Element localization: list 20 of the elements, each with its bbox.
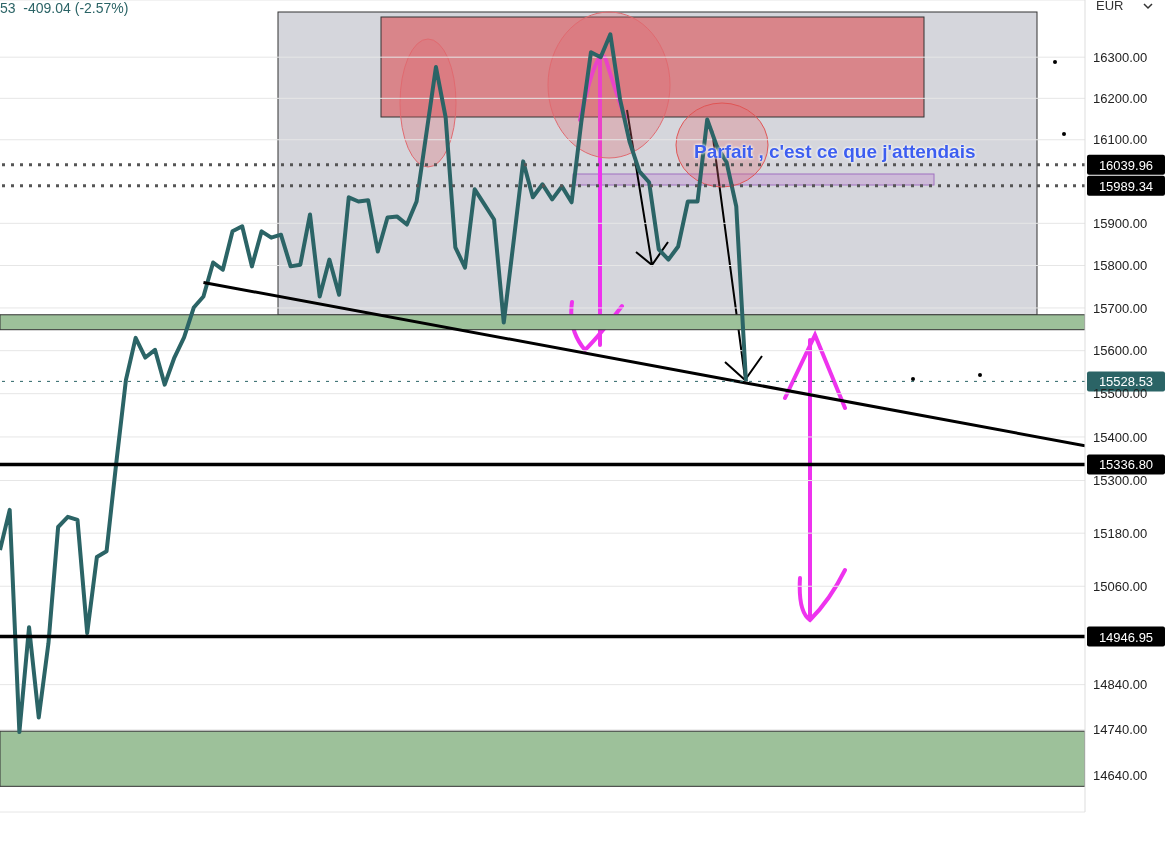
y-tick-label: 15180.00: [1093, 525, 1148, 541]
y-tick-label: 16100.00: [1093, 132, 1148, 148]
y-tick-label: 15900.00: [1093, 215, 1148, 231]
annotation: 53 -409.04 (-2.57%): [0, 0, 129, 16]
text: EUR: [1096, 0, 1124, 13]
y-tick-label: 16200.00: [1093, 90, 1148, 106]
y-tick-label: 15700.00: [1093, 300, 1148, 316]
y-tick-label: 15060.00: [1093, 578, 1148, 594]
ref-line-label: 14946.95: [1098, 629, 1154, 645]
ref-line-label: 16039.96: [1098, 157, 1154, 173]
ref-line-label: 15336.80: [1098, 457, 1154, 473]
y-tick-label: 15600.00: [1093, 343, 1148, 359]
y-tick-label: 14740.00: [1093, 722, 1148, 738]
y-tick-label: 15800.00: [1093, 258, 1148, 274]
y-tick-label: 15300.00: [1093, 473, 1148, 489]
y-tick-label: 14840.00: [1093, 677, 1148, 693]
y-tick-label: 14640.00: [1093, 767, 1148, 783]
y-tick-label: 15400.00: [1093, 429, 1148, 445]
y-tick-label: 16300.00: [1093, 49, 1148, 65]
ref-line-label: 15989.34: [1098, 178, 1154, 194]
